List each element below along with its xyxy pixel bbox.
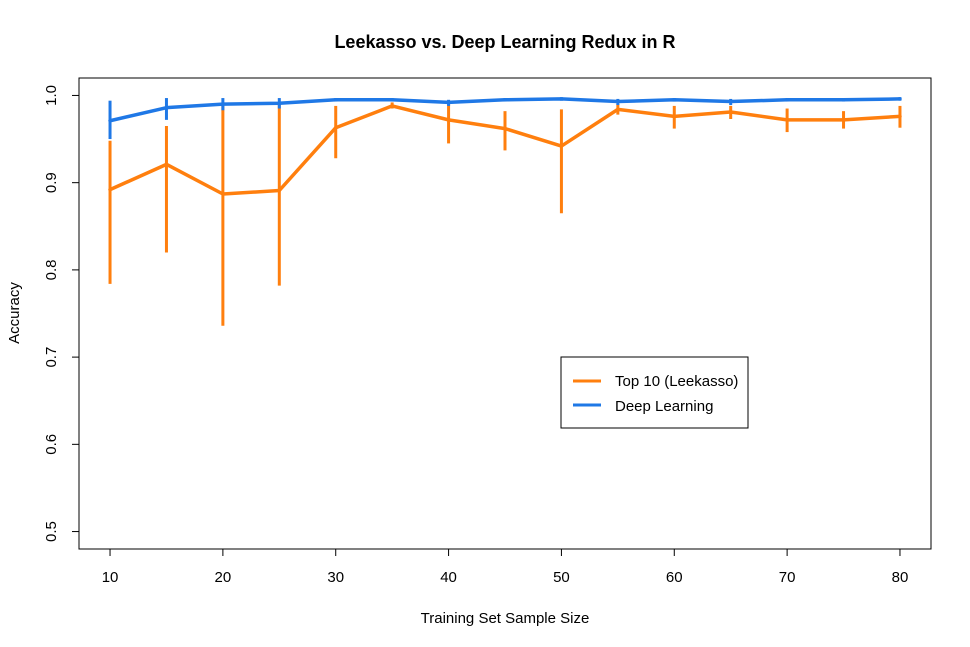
data-point-leekasso [672,114,676,118]
data-point-deep-learning [108,119,112,123]
y-tick-label: 0.8 [43,259,60,280]
data-point-deep-learning [785,98,789,102]
data-point-deep-learning [164,106,168,110]
y-tick-label: 0.9 [43,172,60,193]
y-tick-label: 0.5 [43,521,60,542]
x-axis-label: Training Set Sample Size [421,610,590,627]
x-tick-label: 10 [102,569,119,586]
y-axis: 0.5 0.6 0.7 0.8 0.9 1.0 [43,85,80,542]
x-tick-label: 40 [440,569,457,586]
data-point-leekasso [334,126,338,130]
x-tick-label: 20 [215,569,232,586]
series-layer [108,97,902,326]
data-point-leekasso [842,118,846,122]
chart-title: Leekasso vs. Deep Learning Redux in R [334,32,675,52]
data-point-deep-learning [447,100,451,104]
y-tick-label: 0.6 [43,434,60,455]
legend-box [560,356,749,429]
data-point-leekasso [559,144,563,148]
data-point-leekasso [390,104,394,108]
data-point-leekasso [503,127,507,131]
x-axis: 10 20 30 40 50 60 70 80 [102,548,909,586]
data-point-deep-learning [390,98,394,102]
data-point-deep-learning [559,97,563,101]
x-tick-label: 60 [666,569,683,586]
legend-label-leekasso: Top 10 (Leekasso) [615,373,738,390]
data-point-leekasso [785,118,789,122]
legend: Top 10 (Leekasso) Deep Learning [560,356,749,429]
data-point-leekasso [277,189,281,193]
y-tick-label: 0.7 [43,347,60,368]
data-point-leekasso [898,114,902,118]
data-point-deep-learning [729,100,733,104]
data-point-leekasso [616,107,620,111]
data-point-deep-learning [277,101,281,105]
data-point-deep-learning [842,98,846,102]
data-point-deep-learning [898,97,902,101]
data-point-leekasso [164,162,168,166]
data-point-deep-learning [334,98,338,102]
legend-label-deep-learning: Deep Learning [615,398,713,415]
data-point-leekasso [447,118,451,122]
data-point-leekasso [221,192,225,196]
x-tick-label: 50 [553,569,570,586]
data-point-leekasso [729,110,733,114]
y-axis-label: Accuracy [6,282,23,344]
y-tick-label: 1.0 [43,85,60,106]
data-point-deep-learning [503,98,507,102]
data-point-deep-learning [672,98,676,102]
data-point-deep-learning [221,102,225,106]
data-point-deep-learning [616,100,620,104]
data-point-leekasso [108,188,112,192]
series-leekasso [108,102,902,326]
series-deep-learning [108,97,902,140]
x-tick-label: 80 [892,569,909,586]
x-tick-label: 70 [779,569,796,586]
x-tick-label: 30 [327,569,344,586]
